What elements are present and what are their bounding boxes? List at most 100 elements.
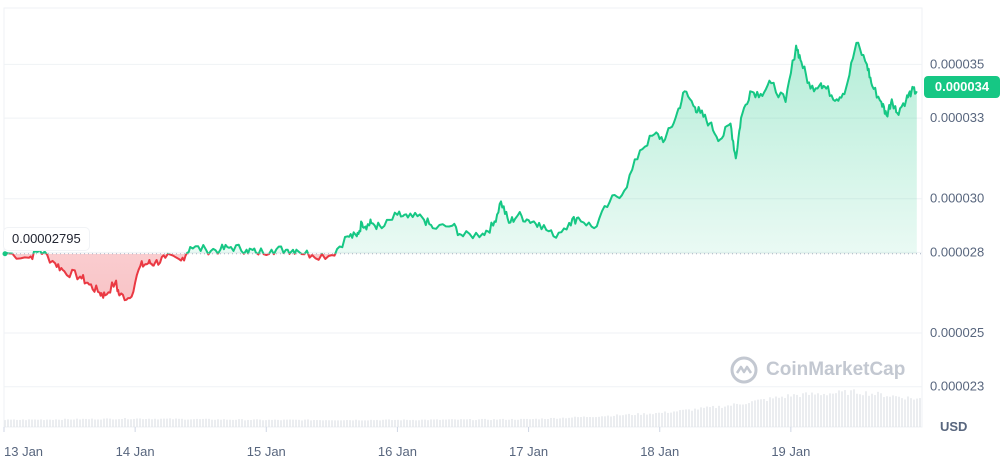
volume-bar bbox=[46, 419, 48, 427]
volume-bar bbox=[481, 418, 483, 427]
volume-bar bbox=[703, 407, 705, 427]
volume-bar bbox=[568, 417, 570, 427]
volume-bar bbox=[781, 396, 783, 427]
volume-bar bbox=[196, 418, 198, 427]
volume-bar bbox=[340, 420, 342, 427]
volume-bar bbox=[367, 420, 369, 427]
volume-bar bbox=[409, 420, 411, 427]
volume-bar bbox=[475, 420, 477, 427]
volume-bar bbox=[619, 415, 621, 427]
volume-bar bbox=[427, 420, 429, 427]
volume-bar bbox=[886, 396, 888, 427]
volume-bar bbox=[283, 419, 285, 427]
volume-bar bbox=[226, 419, 228, 427]
volume-bar bbox=[538, 419, 540, 427]
volume-bar bbox=[115, 419, 117, 427]
volume-bar bbox=[502, 418, 504, 427]
volume-bar bbox=[292, 419, 294, 427]
volume-bar bbox=[400, 420, 402, 427]
coinmarketcap-watermark: CoinMarketCap bbox=[730, 356, 905, 384]
volume-bar bbox=[148, 418, 150, 427]
x-tick-label: 17 Jan bbox=[509, 444, 548, 459]
volume-bar bbox=[25, 420, 27, 427]
volume-bar bbox=[280, 420, 282, 427]
volume-bar bbox=[37, 419, 39, 427]
volume-bar bbox=[424, 419, 426, 427]
volume-bar bbox=[856, 393, 858, 427]
volume-bar bbox=[454, 419, 456, 427]
volume-bar bbox=[616, 414, 618, 427]
volume-bar bbox=[58, 419, 60, 427]
volume-bar bbox=[541, 418, 543, 427]
volume-bar bbox=[634, 415, 636, 427]
volume-bar bbox=[178, 418, 180, 427]
volume-bar bbox=[304, 419, 306, 427]
volume-bar bbox=[142, 419, 144, 427]
volume-bar bbox=[514, 419, 516, 427]
volume-bar bbox=[433, 419, 435, 427]
volume-bar bbox=[859, 394, 861, 427]
volume-bar bbox=[487, 419, 489, 427]
volume-bar bbox=[193, 419, 195, 427]
volume-bar bbox=[313, 420, 315, 427]
volume-bar bbox=[463, 419, 465, 427]
volume-bar bbox=[394, 419, 396, 427]
volume-bar bbox=[331, 420, 333, 427]
volume-bar bbox=[469, 419, 471, 427]
volume-bar bbox=[643, 413, 645, 427]
volume-bar bbox=[652, 414, 654, 427]
volume-bar bbox=[853, 389, 855, 427]
volume-bar bbox=[610, 416, 612, 427]
x-axis-ticks: 13 Jan 14 Jan 15 Jan 16 Jan 17 Jan 18 Jan 19 J… bbox=[3, 427, 810, 459]
volume-bar bbox=[709, 407, 711, 427]
volume-bar bbox=[772, 398, 774, 427]
volume-bar bbox=[745, 404, 747, 427]
volume-bar bbox=[685, 409, 687, 427]
y-tick-label: 0.000035 bbox=[930, 56, 984, 71]
volume-bar bbox=[628, 413, 630, 427]
volume-bar bbox=[592, 417, 594, 427]
baseline-value-badge: 0.00002795 bbox=[4, 228, 89, 250]
volume-bar bbox=[34, 419, 36, 427]
volume-bar bbox=[472, 420, 474, 427]
volume-bar bbox=[49, 419, 51, 427]
volume-bar bbox=[874, 395, 876, 427]
volume-bar bbox=[748, 403, 750, 427]
volume-bar bbox=[265, 420, 267, 427]
volume-bar bbox=[418, 420, 420, 427]
volume-bar bbox=[913, 399, 915, 427]
volume-bar bbox=[310, 420, 312, 427]
volume-bar bbox=[43, 420, 45, 427]
volume-bar bbox=[349, 420, 351, 427]
volume-bar bbox=[910, 398, 912, 427]
currency-label[interactable]: USD bbox=[940, 419, 968, 434]
volume-bar bbox=[286, 419, 288, 427]
volume-bar bbox=[790, 396, 792, 427]
volume-bar bbox=[676, 411, 678, 427]
volume-bar bbox=[76, 418, 78, 427]
volume-bar bbox=[448, 419, 450, 427]
volume-bar bbox=[460, 419, 462, 427]
volume-bar bbox=[184, 419, 186, 427]
volume-bar bbox=[706, 406, 708, 427]
volume-bar bbox=[682, 409, 684, 427]
coinmarketcap-logo-icon bbox=[730, 356, 758, 384]
volume-bar bbox=[250, 420, 252, 427]
volume-bar bbox=[376, 419, 378, 427]
volume-bar bbox=[715, 408, 717, 427]
volume-bar bbox=[181, 418, 183, 427]
area-above-baseline bbox=[4, 42, 917, 254]
volume-bar bbox=[334, 420, 336, 427]
volume-bar bbox=[277, 419, 279, 427]
volume-bar bbox=[898, 396, 900, 427]
baseline-dotted-line bbox=[2, 251, 922, 257]
volume-bar bbox=[850, 390, 852, 427]
volume-bar bbox=[670, 412, 672, 427]
volume-bar bbox=[244, 420, 246, 427]
volume-bar bbox=[16, 419, 18, 427]
volume-bar bbox=[697, 409, 699, 427]
watermark-text: CoinMarketCap bbox=[766, 359, 906, 380]
volume-bar bbox=[88, 419, 90, 427]
volume-bar bbox=[202, 418, 204, 427]
